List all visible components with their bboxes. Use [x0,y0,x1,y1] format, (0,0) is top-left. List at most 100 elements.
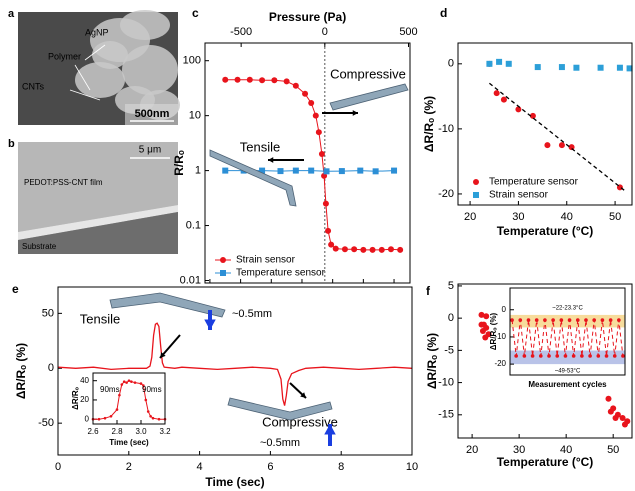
y-axis-label: R/Rₒ [172,150,186,176]
y-tick-label: 0 [48,362,54,374]
marker [308,99,315,106]
x-tick-label: 30 [512,211,524,223]
marker [127,379,131,382]
y-tick-label: -10 [438,376,454,388]
marker [558,64,565,71]
marker [122,380,126,383]
marker [315,129,322,136]
y-tick-label: 5 [448,280,454,292]
marker [575,318,580,322]
marker [482,334,489,341]
marker [277,168,284,175]
marker [332,245,339,252]
marker [322,200,329,207]
marker [338,168,345,175]
panel-letter: f [426,284,431,298]
marker [588,354,592,358]
marker [619,415,626,422]
arrow-head [268,157,274,163]
marker [312,112,319,119]
marker [318,151,325,158]
marker [387,246,394,253]
marker [120,383,124,386]
marker [478,311,485,318]
particle [92,41,128,69]
x-tick-label: 20 [464,211,476,223]
marker [351,246,358,253]
marker [559,318,564,322]
marker [515,106,522,113]
legend-label: Temperature sensor [489,177,579,188]
x-tick-label: 20 [466,444,478,456]
marker [514,354,518,358]
legend-marker [220,270,226,276]
x2-tick-label: 500 [399,26,417,38]
y-tick-label: -15 [438,409,454,421]
panel-letter: d [440,6,447,20]
marker [109,415,113,418]
substrate [18,212,178,254]
y-axis-label: ΔR/Rₒ (%) [489,312,498,350]
marker [302,90,309,97]
marker [144,398,148,402]
marker [139,382,143,385]
band-label: ~22-23.3°C [552,305,583,311]
x-tick-label: 0 [55,461,61,473]
x-tick-label: 2.8 [111,427,123,436]
annotation: Compressive [330,66,406,81]
marker [568,144,575,151]
panel-letter: e [12,282,19,296]
marker [130,380,133,383]
legend-marker [473,179,479,185]
x-tick-label: 40 [561,211,573,223]
marker [479,328,486,335]
marker [522,354,527,358]
marker [505,60,512,67]
film-layer [18,142,178,232]
y-tick-label: -10 [494,332,506,341]
marker [97,417,101,421]
y-tick-label: 0 [448,312,454,324]
marker [558,142,565,149]
pointer [74,64,91,91]
y-tick-label: 40 [80,376,89,385]
annotation: 90ms [142,385,162,394]
x-tick-label: 3.0 [135,427,147,436]
marker [616,64,623,71]
edge [18,205,178,240]
marker [563,354,568,358]
marker [600,318,605,322]
x-tick-label: 8 [338,461,344,473]
image-label: PEDOT:PSS-CNT film [24,178,103,187]
x-tick-label: 30 [513,444,525,456]
marker [283,78,290,85]
panel-letter: c [192,6,199,20]
y-tick-label: -10 [438,123,454,135]
marker [580,354,584,358]
marker [115,408,119,411]
legend-label: Strain sensor [489,190,549,201]
plot-frame [57,286,413,456]
x-tick-label: 4 [197,461,203,473]
x2-axis-label: Pressure (Pa) [269,10,346,24]
marker [133,381,137,384]
marker [259,77,266,84]
marker [369,246,376,253]
plot-frame [457,42,633,206]
x-axis-label: Measurement cycles [528,380,607,389]
sensor-strip [329,83,409,111]
series-line [488,82,626,192]
arrow-head [352,110,358,116]
marker [493,90,500,97]
marker [271,77,278,84]
marker [526,318,531,322]
annotation: Tensile [80,311,120,326]
marker [612,415,619,422]
marker [596,354,601,358]
y-tick-label: 0 [448,58,454,70]
marker [539,354,543,358]
marker [478,321,485,328]
x2-tick-label: -500 [230,26,252,38]
marker [608,318,613,322]
marker [518,318,523,322]
